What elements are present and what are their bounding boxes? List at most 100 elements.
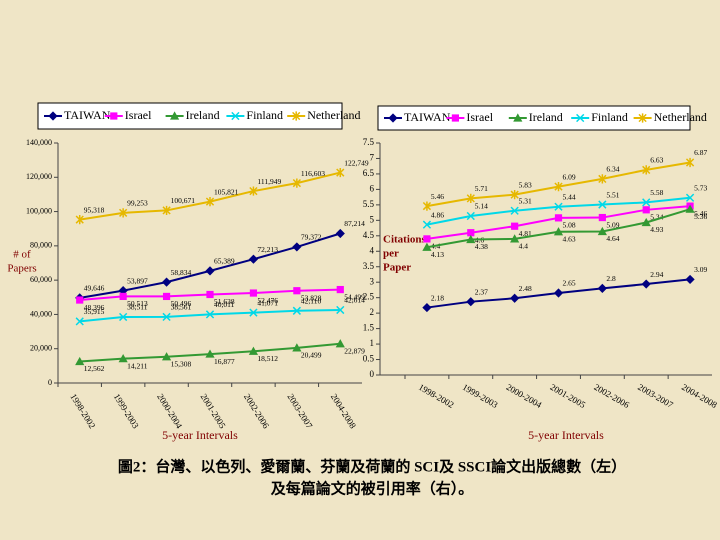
legend-label: TAIWAN (64, 108, 111, 122)
marker (451, 114, 459, 122)
data-label: 50,513 (127, 299, 148, 308)
y-axis-title: Paper (383, 262, 411, 274)
marker (118, 354, 128, 363)
y-tick-label: 6.5 (363, 168, 375, 178)
marker (292, 178, 301, 188)
series-line (79, 308, 341, 323)
data-label: 53,897 (127, 276, 148, 285)
marker (638, 113, 647, 123)
data-label: 5.08 (563, 221, 576, 230)
data-label: 5.36 (694, 212, 707, 221)
data-label: 38,511 (127, 303, 148, 312)
data-label: 35,915 (84, 307, 105, 316)
data-label: 53,828 (301, 293, 322, 302)
data-label: 6.87 (694, 148, 707, 157)
data-label: 48,396 (84, 303, 105, 312)
x-tick-label: 2003-2007 (636, 382, 675, 410)
data-label: 2.48 (519, 284, 532, 293)
marker (510, 293, 520, 303)
x-axis-title: 5-year Intervals (528, 428, 604, 442)
data-label: 100,671 (171, 196, 196, 205)
marker (76, 296, 84, 304)
caption-line: 圖2：台灣、以色列、愛爾蘭、芬蘭及荷蘭的 SCI及 SSCI論文出版總數（左） (118, 457, 626, 475)
marker (162, 205, 171, 216)
data-label: 5.09 (606, 220, 619, 229)
x-tick-label: 2004-2008 (680, 382, 719, 410)
y-tick-label: 5.5 (363, 199, 375, 209)
marker (642, 165, 651, 175)
y-tick-label: 140,000 (26, 138, 52, 147)
data-label: 87,214 (344, 219, 365, 228)
y-tick-label: 6 (370, 183, 375, 193)
marker (249, 186, 258, 196)
data-label: 40,011 (214, 300, 235, 309)
x-tick-label: 2002-2006 (592, 382, 631, 410)
marker (119, 208, 128, 218)
marker (553, 288, 564, 298)
data-label: 52,476 (257, 296, 278, 305)
data-label: 38,561 (171, 303, 192, 312)
marker (466, 211, 475, 221)
legend-label: Ireland (529, 110, 563, 124)
marker (249, 289, 258, 297)
data-label: 5.31 (519, 196, 532, 205)
y-tick-label: 3 (370, 276, 375, 286)
legend-label: Netherland (654, 110, 707, 124)
marker (110, 112, 118, 120)
marker (75, 317, 84, 326)
y-tick-label: 60,000 (30, 275, 52, 284)
legend-label: Netherland (307, 108, 360, 122)
marker (598, 200, 607, 209)
marker (292, 306, 301, 315)
marker (336, 285, 344, 294)
marker (422, 302, 432, 313)
data-label: 4.13 (431, 250, 444, 259)
y-tick-label: 7.5 (363, 137, 375, 147)
marker (75, 214, 84, 225)
x-tick-label: 1999-2003 (461, 382, 500, 410)
data-label: 58,834 (171, 268, 192, 277)
data-label: 51,638 (214, 297, 235, 306)
y-tick-label: 2 (370, 307, 375, 317)
marker (292, 111, 301, 121)
data-label: 4.93 (650, 225, 663, 234)
legend-label: TAIWAN (404, 110, 451, 124)
marker (466, 234, 476, 244)
marker (553, 227, 564, 236)
data-label: 5.46 (431, 192, 444, 201)
data-label: 4.64 (606, 234, 619, 243)
y-tick-label: 1 (370, 338, 375, 348)
marker (598, 174, 607, 184)
data-label: 116,603 (301, 169, 325, 178)
y-axis-title: per (383, 248, 399, 260)
marker (423, 235, 431, 243)
x-tick-label: 2000-2004 (505, 382, 544, 410)
data-label: 12,562 (84, 364, 105, 373)
marker (642, 206, 650, 214)
marker (467, 229, 475, 237)
legend-label: Finland (246, 108, 283, 122)
data-label: 5.71 (475, 184, 488, 193)
marker (554, 214, 563, 222)
x-tick-label: 2000-2004 (155, 392, 184, 431)
data-label: 4.86 (431, 210, 444, 219)
data-label: 2.37 (475, 287, 488, 296)
marker (554, 202, 563, 211)
marker (422, 242, 432, 251)
data-label: 6.09 (563, 172, 576, 181)
marker (466, 193, 475, 203)
marker (231, 111, 240, 121)
data-label: 79,372 (301, 233, 322, 242)
marker (422, 220, 432, 229)
y-axis-title: # of (13, 249, 31, 261)
data-label: 6.63 (650, 156, 663, 165)
marker (336, 167, 345, 178)
data-label: 16,877 (214, 357, 235, 366)
marker (510, 190, 519, 200)
x-tick-label: 1998-2002 (417, 382, 456, 410)
data-label: 2.8 (606, 274, 616, 283)
x-tick-label: 2003-2007 (285, 392, 314, 431)
y-axis-title: Citations (383, 234, 427, 246)
y-tick-label: 7 (370, 153, 375, 163)
